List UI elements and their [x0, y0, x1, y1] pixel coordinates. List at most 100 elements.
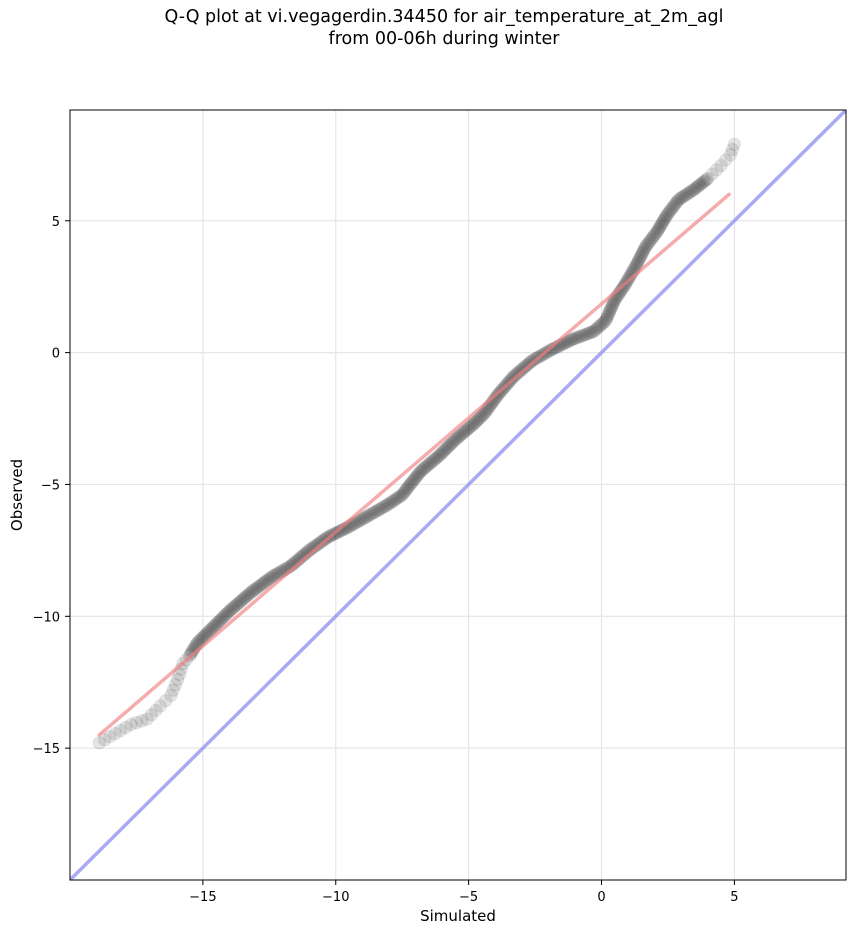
data-point [352, 514, 366, 528]
data-point [376, 500, 390, 515]
data-point [395, 488, 409, 502]
data-point [97, 733, 112, 747]
data-point [219, 606, 234, 621]
data-point [435, 446, 449, 460]
data-point [233, 594, 248, 608]
data-point [666, 199, 681, 213]
data-point [632, 252, 647, 266]
identity-line [70, 110, 846, 880]
data-point [103, 729, 117, 744]
data-point [465, 418, 480, 432]
data-point [507, 369, 521, 384]
data-point [431, 449, 445, 464]
data-point [639, 238, 654, 253]
data-point [648, 227, 662, 242]
data-point [253, 578, 267, 593]
data-point [216, 610, 230, 625]
data-point [256, 576, 270, 591]
data-point [387, 493, 402, 508]
data-point [727, 137, 742, 152]
data-point [424, 455, 438, 470]
data-point [354, 513, 368, 527]
data-point [605, 298, 620, 312]
data-point [382, 496, 397, 511]
data-point [699, 172, 714, 187]
data-point [228, 599, 242, 613]
data-point [235, 593, 250, 607]
x-tick-label: −10 [322, 890, 349, 905]
data-point [221, 605, 235, 620]
data-point [449, 431, 464, 446]
data-point [422, 457, 437, 471]
x-tick-label: 0 [597, 890, 605, 905]
data-point [415, 463, 430, 477]
data-point [468, 415, 483, 430]
data-point [263, 571, 278, 585]
data-point [654, 218, 668, 232]
data-point [454, 427, 468, 442]
data-point [364, 507, 378, 521]
data-point [668, 197, 682, 212]
data-point [249, 581, 264, 595]
data-point [437, 443, 452, 457]
data-point [583, 326, 597, 340]
data-point [359, 510, 373, 524]
data-point [140, 712, 154, 726]
data-point [134, 714, 149, 728]
data-point [461, 421, 476, 436]
data-point [384, 495, 398, 510]
data-point [678, 188, 692, 203]
data-point [232, 595, 247, 610]
data-point [581, 326, 596, 341]
data-point [676, 189, 691, 204]
data-point [662, 205, 676, 220]
data-point [682, 185, 697, 200]
data-point [695, 176, 709, 191]
data-point [603, 303, 617, 318]
data-point [245, 584, 260, 599]
data-point [225, 601, 240, 616]
data-point [455, 426, 470, 441]
data-point [445, 435, 460, 450]
data-point [413, 464, 428, 479]
data-point [630, 255, 645, 270]
data-point [210, 616, 225, 630]
data-point [409, 470, 423, 484]
data-point [213, 613, 227, 628]
data-point [649, 226, 663, 240]
data-point [634, 248, 648, 263]
data-point [248, 582, 263, 596]
data-point [149, 703, 163, 718]
data-point [602, 305, 617, 319]
data-point [374, 501, 388, 516]
data-point [440, 440, 455, 455]
data-point [367, 505, 382, 520]
data-point [599, 312, 614, 327]
data-point [512, 364, 527, 379]
data-point [469, 414, 484, 428]
data-point [669, 196, 683, 210]
data-point [457, 425, 471, 440]
data-point [397, 485, 412, 499]
data-point [170, 672, 185, 687]
y-tick-label: −5 [41, 478, 60, 493]
fit-line [97, 192, 731, 737]
data-point [595, 316, 610, 331]
data-point [444, 436, 459, 451]
data-point [645, 230, 660, 245]
data-point [655, 216, 669, 231]
data-point [393, 489, 408, 503]
data-point [594, 318, 608, 332]
data-point [360, 509, 375, 523]
data-point [390, 491, 405, 505]
data-point [511, 365, 525, 380]
axis-ticks: −15 −10 −5 0 5 −15 −10 −5 0 5 [33, 215, 739, 905]
data-point [166, 683, 181, 697]
data-point [723, 148, 738, 162]
data-point [214, 612, 229, 626]
data-point [640, 237, 655, 251]
data-point [686, 183, 700, 197]
data-point [701, 171, 715, 186]
data-point [562, 334, 576, 348]
